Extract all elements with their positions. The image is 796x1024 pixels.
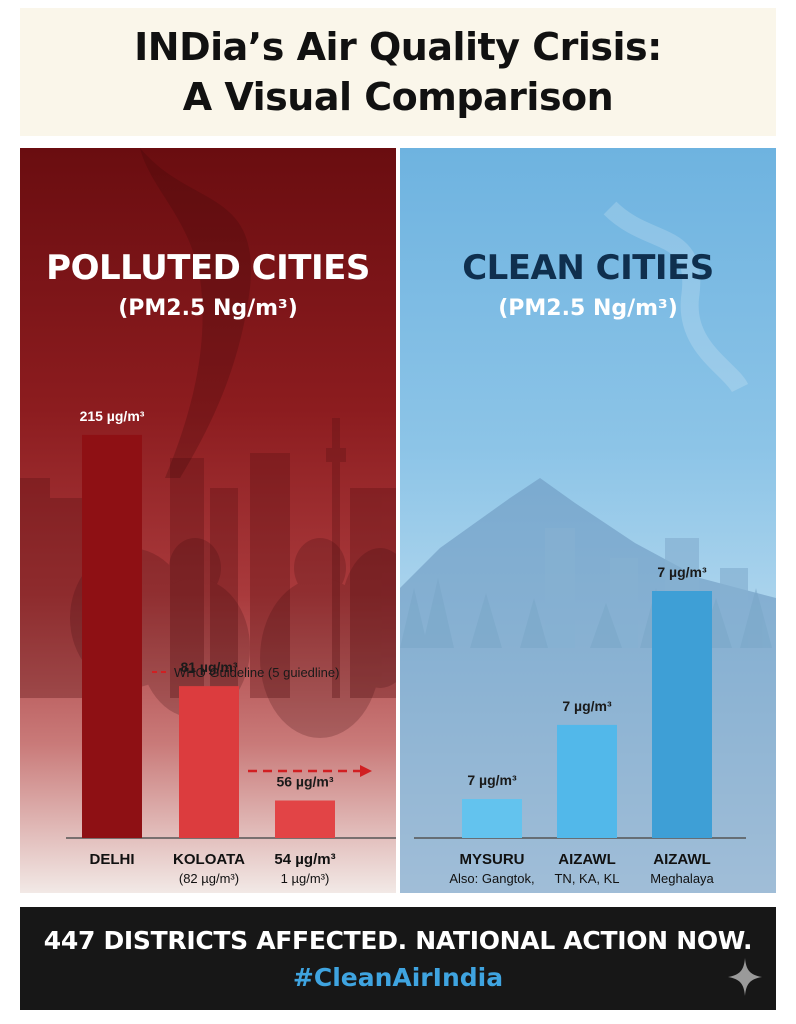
clean-bar-3 [652,591,712,838]
who-guideline-legend: WHO Guideline (5 guiedline) [152,665,339,680]
clean-cities-title: CLEAN CITIES [462,248,714,288]
polluted-value-label-1: 215 µg/m³ [80,408,145,424]
polluted-category-label-2: KOLOATA [173,851,245,868]
clean-sublabel-3: Meghalaya [650,871,714,886]
call-to-action-footer: 447 DISTRICTS AFFECTED. NATIONAL ACTION … [20,907,776,1010]
polluted-sublabel-2: (82 µg/m³) [179,871,239,886]
clean-sublabel-1: Also: Gangtok, [449,871,534,886]
clean-sublabel-2: TN, KA, KL [554,871,619,886]
polluted-sublabel-3: 1 µg/m³) [281,871,330,886]
clean-value-label-2: 7 µg/m³ [562,698,612,714]
polluted-category-label-1: DELHI [90,851,135,868]
title-banner: INDia’s Air Quality Crisis: A Visual Com… [20,8,776,136]
clean-bar-1 [462,799,522,838]
clean-bar-2 [557,724,617,838]
clean-cities-bar-chart: 7 µg/m³ MYSURU Also: Gangtok, 7 µg/m³ AIZAWL… [414,564,746,886]
clean-cities-panel: CLEAN CITIES (PM2.5 Ng/m³) 7 µg/m³ MYSURU… [400,148,776,893]
polluted-cities-unit: (PM2.5 Ng/m³) [118,296,298,321]
arrow-right-icon [360,765,372,777]
sparkle-icon [728,958,762,996]
page-title-line-2: A Visual Comparison [182,75,614,119]
who-guideline-label: WHO Guideline (5 guiedline) [174,665,339,680]
clean-category-label-3: AIZAWL [653,851,711,868]
clean-category-label-1: MYSURU [459,851,524,868]
polluted-bar-1 [82,434,142,838]
polluted-cities-bar-chart: WHO Guideline (5 guiedline) 215 µg/m³ DEL… [66,408,396,886]
polluted-bar-3 [275,800,335,838]
who-guideline-arrow [248,765,372,777]
polluted-value-label-2: 81 µg/m³ [180,659,237,675]
hashtag-link[interactable]: #CleanAirIndia [292,962,504,992]
footer-headline: 447 DISTRICTS AFFECTED. NATIONAL ACTION … [43,925,753,955]
page-title-line-1: INDia’s Air Quality Crisis: [134,25,662,69]
polluted-cities-panel: POLLUTED CITIES (PM2.5 Ng/m³) WHO Guidel… [20,148,396,893]
clean-category-label-2: AIZAWL [558,851,616,868]
polluted-city-skyline-illustration [20,148,396,738]
polluted-category-label-3: 54 µg/m³ [274,851,335,868]
clean-cities-unit: (PM2.5 Ng/m³) [498,296,678,321]
clean-value-label-3: 7 µg/m³ [657,564,707,580]
polluted-bar-2 [179,686,239,838]
polluted-cities-title: POLLUTED CITIES [46,248,370,288]
polluted-value-label-3: 56 µg/m³ [276,774,333,790]
clean-value-label-1: 7 µg/m³ [467,772,517,788]
